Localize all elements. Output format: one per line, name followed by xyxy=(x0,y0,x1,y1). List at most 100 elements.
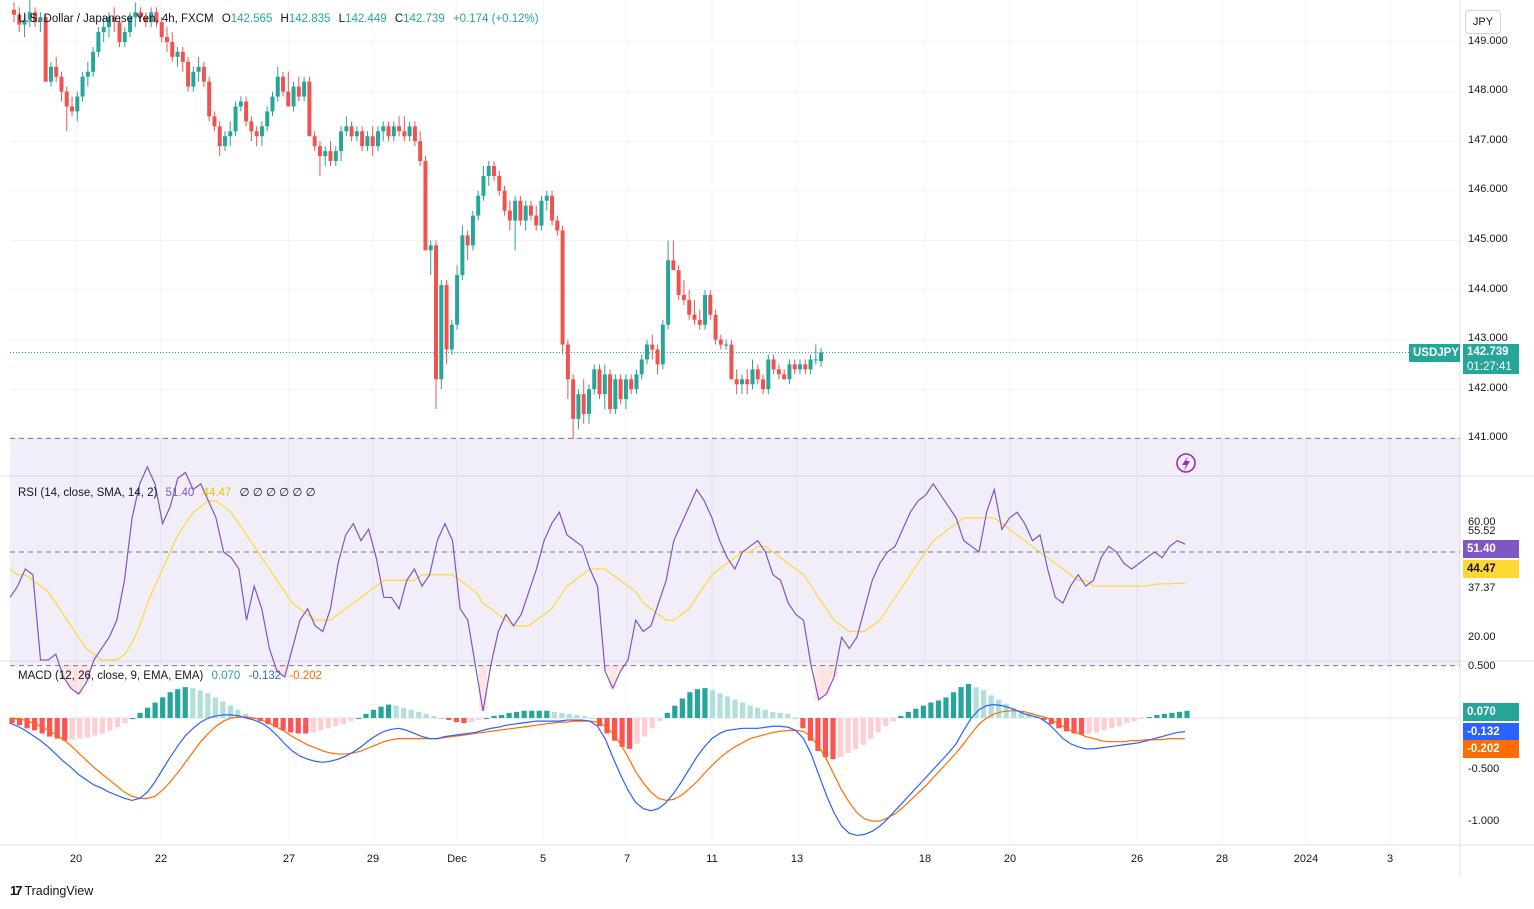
candle xyxy=(676,270,681,295)
macd-histogram-bar xyxy=(54,718,60,739)
macd-histogram-bar xyxy=(340,718,347,725)
macd-histogram-bar xyxy=(152,702,158,718)
rsi-title[interactable]: RSI (14, close, SMA, 14, 2) xyxy=(18,487,158,499)
candle xyxy=(244,101,249,122)
candle xyxy=(191,71,196,87)
time-tick: 22 xyxy=(154,853,168,865)
macd-histogram-bar xyxy=(144,707,151,718)
candle xyxy=(275,76,280,97)
candle xyxy=(112,17,117,23)
candle xyxy=(128,17,133,33)
macd-histogram-bar xyxy=(423,713,429,718)
candle xyxy=(513,200,518,221)
macd-histogram-bar xyxy=(981,690,987,718)
macd-line-value: -0.132 xyxy=(248,670,282,682)
macd-title[interactable]: MACD (12, 26, close, 9, EMA, EMA) xyxy=(18,670,204,682)
macd-histogram-bar xyxy=(544,710,550,718)
macd-histogram-bar xyxy=(845,718,851,754)
macd-histogram-bar xyxy=(732,699,738,718)
candle xyxy=(602,374,607,395)
macd-histogram-bar xyxy=(1176,711,1183,718)
rsi-sma-value: 44.47 xyxy=(202,487,232,499)
macd-histogram-bar xyxy=(747,705,753,718)
price-tick: 142.000 xyxy=(1468,382,1508,394)
candle xyxy=(302,81,307,97)
change-value: +0.174 (+0.12%) xyxy=(452,13,539,25)
macd-histogram-bar xyxy=(182,687,188,718)
candle xyxy=(254,131,259,137)
macd-histogram-bar xyxy=(913,708,919,718)
macd-histogram-bar xyxy=(996,699,1002,718)
lightning-icon-glyph xyxy=(1182,456,1190,471)
candle xyxy=(586,389,591,414)
candle xyxy=(439,285,444,380)
macd-histogram-bar xyxy=(815,718,821,751)
candle xyxy=(660,324,665,365)
macd-histogram-bar xyxy=(99,718,105,734)
tradingview-logo[interactable]: 17 TradingView xyxy=(10,883,93,898)
candle xyxy=(381,126,386,132)
macd-histogram-bar xyxy=(137,712,143,718)
macd-tick: 0.500 xyxy=(1468,660,1496,672)
macd-histogram-bar xyxy=(498,714,505,718)
macd-histogram-bar xyxy=(114,718,121,728)
macd-histogram-bar xyxy=(69,718,75,740)
candle xyxy=(534,215,539,226)
macd-histogram-bar xyxy=(898,715,904,718)
macd-histogram-bar xyxy=(514,711,520,718)
rsi-oversold-fill xyxy=(814,665,823,700)
candle xyxy=(528,205,533,216)
candle xyxy=(576,394,581,419)
macd-histogram-bar xyxy=(92,718,98,736)
macd-histogram-bar xyxy=(190,688,196,718)
lightning-icon[interactable] xyxy=(1176,453,1196,473)
time-tick: 11 xyxy=(706,853,718,865)
candle xyxy=(813,359,818,361)
macd-signal-value: -0.202 xyxy=(289,670,322,682)
time-tick: 18 xyxy=(918,853,932,865)
candle xyxy=(407,126,412,137)
open-label: O xyxy=(221,13,231,25)
macd-histogram-bar xyxy=(905,711,911,718)
candle xyxy=(618,379,623,400)
time-tick: 13 xyxy=(790,853,804,865)
candle xyxy=(423,161,428,251)
candle xyxy=(238,101,243,107)
candle xyxy=(708,294,713,315)
candle xyxy=(138,12,143,18)
close-value: 142.739 xyxy=(403,13,445,25)
candle xyxy=(792,364,797,370)
candle xyxy=(349,126,354,137)
macd-line xyxy=(9,704,1186,837)
macd-histogram-bar xyxy=(800,718,806,729)
candle xyxy=(428,245,433,251)
candle xyxy=(233,106,238,132)
macd-histogram-bar xyxy=(770,711,776,718)
macd-histogram-bar xyxy=(807,718,813,741)
currency-button[interactable]: JPY xyxy=(1465,10,1501,34)
candle xyxy=(766,359,771,390)
candle xyxy=(91,51,96,72)
macd-histogram-bar xyxy=(212,697,218,718)
candle xyxy=(296,86,301,97)
candle xyxy=(54,66,59,77)
candle xyxy=(455,275,460,325)
candle xyxy=(64,91,69,107)
candle xyxy=(449,324,454,350)
macd-histogram-bar xyxy=(107,718,113,731)
main-legend: U.S. Dollar / Japanese Yen, 4h, FXCM O 14… xyxy=(18,13,539,25)
candle xyxy=(339,131,344,152)
symbol-title[interactable]: U.S. Dollar / Japanese Yen, 4h, FXCM xyxy=(18,13,214,25)
price-tick: 145.000 xyxy=(1468,233,1508,245)
candle xyxy=(43,17,48,82)
macd-histogram-bar xyxy=(453,718,459,723)
tradingview-logo-icon: 17 xyxy=(10,883,23,898)
macd-histogram-bar xyxy=(408,709,414,718)
candle xyxy=(460,235,465,276)
candle xyxy=(518,200,523,221)
macd-histogram-bar xyxy=(852,718,859,749)
macd-histogram-bar xyxy=(830,718,836,760)
candle xyxy=(544,195,549,201)
candle xyxy=(418,141,423,162)
